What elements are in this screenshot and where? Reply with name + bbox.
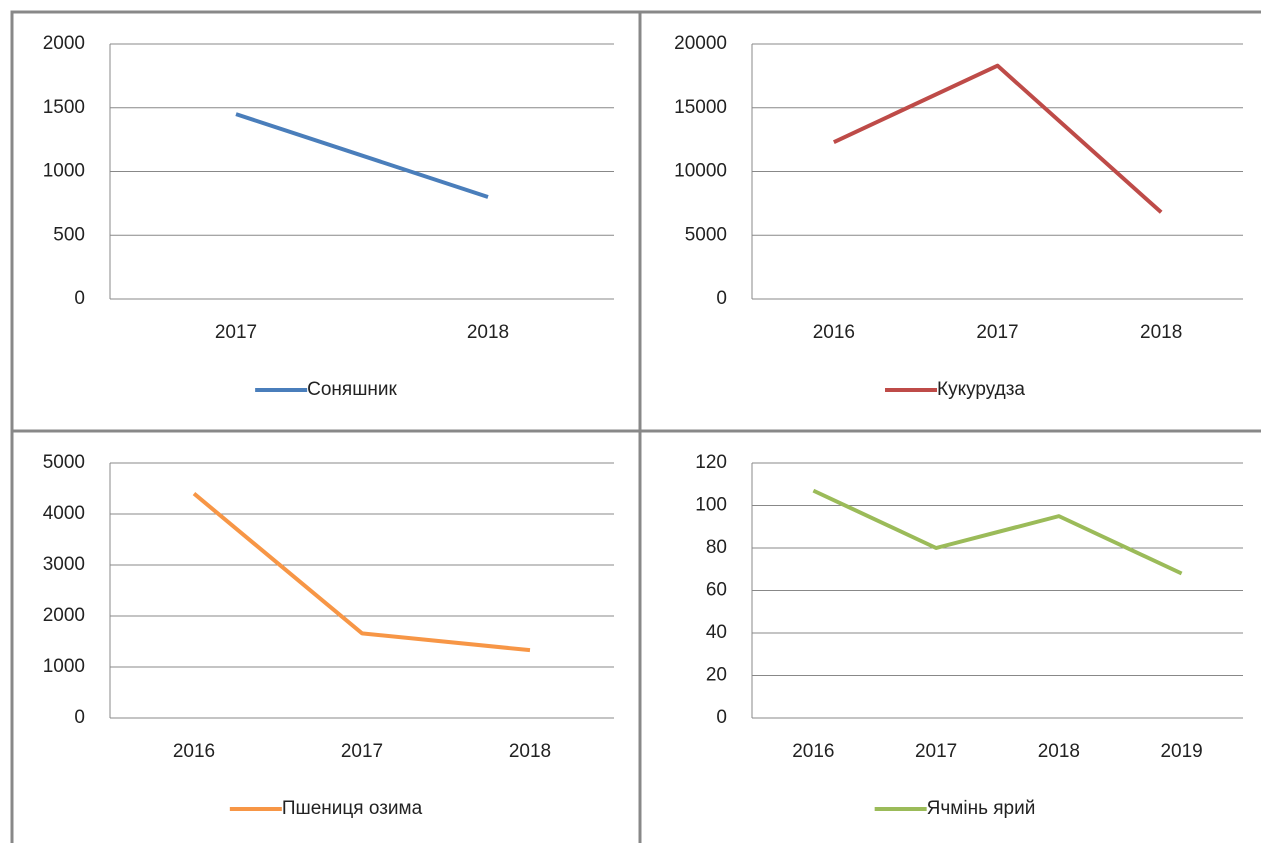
y-tick-label: 5000 [43, 452, 85, 473]
x-tick-label: 2018 [1038, 741, 1080, 762]
legend-label: Ячмінь ярий [927, 798, 1036, 819]
x-tick-label: 2018 [509, 741, 551, 762]
y-tick-label: 20 [706, 665, 727, 686]
y-tick-label: 0 [74, 288, 85, 309]
legend-label: Кукурудза [937, 379, 1025, 400]
y-tick-label: 20000 [674, 33, 727, 54]
y-tick-label: 80 [706, 537, 727, 558]
x-tick-label: 2019 [1160, 741, 1202, 762]
panel-frame [638, 10, 1261, 433]
y-tick-label: 5000 [685, 224, 727, 245]
y-tick-label: 100 [695, 495, 727, 516]
panel-frame [10, 10, 642, 433]
y-tick-label: 1000 [43, 161, 85, 182]
panel-frame [638, 429, 1261, 848]
x-tick-label: 2017 [341, 741, 383, 762]
data-line [235, 112, 489, 199]
y-tick-label: 60 [706, 580, 727, 601]
y-tick-label: 40 [706, 622, 727, 643]
y-tick-label: 2000 [43, 33, 85, 54]
y-tick-label: 0 [716, 707, 727, 728]
y-tick-label: 10000 [674, 161, 727, 182]
x-tick-label: 2016 [813, 322, 855, 343]
legend-label: Соняшник [307, 379, 397, 400]
y-tick-label: 1500 [43, 97, 85, 118]
x-tick-label: 2017 [976, 322, 1018, 343]
panel-frame [10, 429, 642, 848]
x-tick-label: 2018 [1140, 322, 1182, 343]
y-tick-label: 15000 [674, 97, 727, 118]
x-tick-label: 2016 [792, 741, 834, 762]
x-tick-label: 2018 [467, 322, 509, 343]
y-tick-label: 1000 [43, 656, 85, 677]
legend-label: Пшениця озима [282, 798, 423, 819]
data-line [192, 492, 531, 653]
y-tick-label: 0 [74, 707, 85, 728]
data-line [812, 488, 1183, 576]
y-tick-label: 3000 [43, 554, 85, 575]
x-tick-label: 2016 [173, 741, 215, 762]
y-tick-label: 2000 [43, 605, 85, 626]
y-tick-label: 4000 [43, 503, 85, 524]
y-tick-label: 0 [716, 288, 727, 309]
y-tick-label: 500 [53, 224, 85, 245]
data-line [832, 63, 1163, 214]
x-tick-label: 2017 [915, 741, 957, 762]
y-tick-label: 120 [695, 452, 727, 473]
x-tick-label: 2017 [215, 322, 257, 343]
